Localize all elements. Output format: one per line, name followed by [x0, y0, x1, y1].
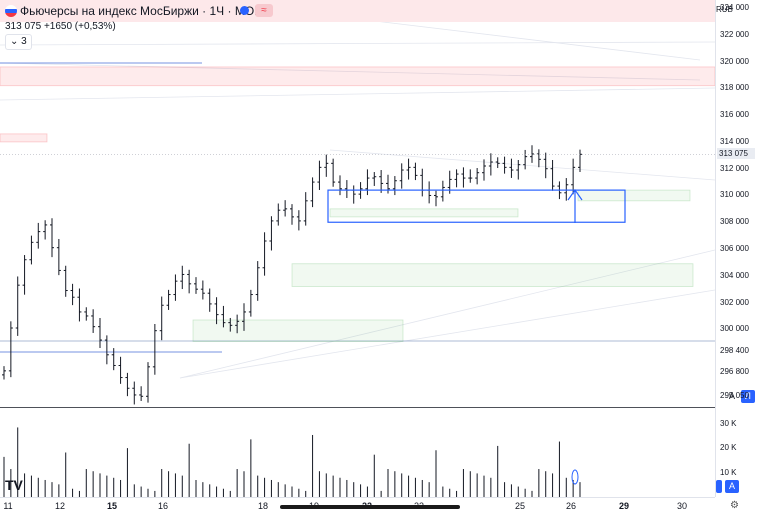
price-axis[interactable]: A Л 324 000 322 000 320 000 318 000 316 000 3…	[715, 0, 758, 407]
price-tick-label: 302 000	[720, 297, 749, 307]
demand-zone	[577, 189, 691, 202]
trend-line	[0, 62, 701, 81]
price-tick-label: 320 000	[720, 56, 749, 66]
market-status-icon[interactable]	[240, 6, 249, 15]
time-tick-label: 30	[676, 501, 688, 511]
wave-icon[interactable]: ≈	[255, 4, 273, 17]
time-tick-label: 16	[157, 501, 169, 511]
price-tick-label: 306 000	[720, 244, 749, 254]
price-change: +1650 (+0,53%)	[43, 21, 116, 32]
volume-tick-label: 30 K	[720, 419, 737, 429]
tradingview-logo[interactable]: TV	[5, 477, 23, 493]
price-tick-label: 324 000	[720, 3, 749, 13]
last-price: 313 075	[5, 21, 42, 32]
supply-zone	[0, 133, 48, 143]
zones	[0, 66, 715, 342]
time-tick-label: 15	[106, 501, 118, 511]
indicators-count: 3	[21, 36, 27, 47]
range-box	[327, 189, 626, 223]
time-tick-label: 12	[54, 501, 66, 511]
price-tick-label: 300 000	[720, 324, 749, 334]
currency-label[interactable]: RUB	[716, 5, 733, 14]
candles	[2, 145, 582, 405]
price-tick-label: 322 000	[720, 29, 749, 39]
auto-scale-button[interactable]: A	[728, 391, 735, 401]
price-tick-label: 298 400	[720, 345, 749, 355]
quote-line: 313 075 +1650 (+0,53%)	[5, 21, 116, 32]
symbol-title-bar[interactable]: Фьючерсы на индекс МосБиржи · 1Ч · MOEX …	[0, 0, 715, 22]
demand-zone	[192, 319, 404, 342]
price-tick-label: 310 000	[720, 190, 749, 200]
price-tick-label: 312 000	[720, 163, 749, 173]
price-chart[interactable]	[0, 0, 715, 407]
trend-line	[0, 41, 715, 46]
russia-flag-icon	[5, 5, 17, 17]
volume-marker	[571, 469, 579, 485]
price-tick-label: 295 050	[720, 390, 749, 400]
chevron-down-icon: ⌄	[10, 36, 19, 47]
scroll-handle[interactable]	[280, 505, 460, 509]
volume-pane[interactable]	[0, 407, 715, 497]
volume-tick-label: 10 K	[720, 467, 737, 477]
trend-line	[0, 87, 715, 101]
time-tick-label: 18	[257, 501, 269, 511]
log-scale-button[interactable]: Л	[741, 390, 755, 403]
time-tick-label: 25	[514, 501, 526, 511]
trend-line	[179, 249, 715, 379]
time-tick-label: 26	[565, 501, 577, 511]
settings-gear-icon[interactable]: ⚙	[730, 500, 739, 511]
indicators-toggle-button[interactable]: ⌄ 3	[5, 34, 32, 50]
volume-axis[interactable]: A 30 K 20 K 10 K	[715, 407, 758, 497]
supply-zone	[0, 66, 715, 87]
volume-pane-marker	[716, 480, 722, 493]
time-tick-label: 29	[618, 501, 630, 511]
time-tick-label: 11	[3, 501, 13, 511]
chart-header: Фьючерсы на индекс МосБиржи · 1Ч · MOEX …	[0, 0, 715, 50]
price-tick-label: 314 000	[720, 136, 749, 146]
price-tick-label: 308 000	[720, 217, 749, 227]
trend-line	[179, 289, 715, 379]
price-tick-label: 296 800	[720, 367, 749, 377]
price-tick-label: 316 000	[720, 110, 749, 120]
demand-zone	[291, 263, 694, 287]
volume-tick-label: 20 K	[720, 443, 737, 453]
demand-zone	[329, 208, 519, 218]
volume-auto-button[interactable]: A	[725, 480, 739, 493]
current-price-tag: 313 075	[717, 148, 755, 159]
trend-line	[329, 149, 715, 181]
arrow-up-icon	[567, 188, 583, 223]
price-tick-label: 304 000	[720, 270, 749, 280]
symbol-title[interactable]: Фьючерсы на индекс МосБиржи · 1Ч · MOEX	[20, 4, 271, 18]
price-tick-label: 318 000	[720, 83, 749, 93]
